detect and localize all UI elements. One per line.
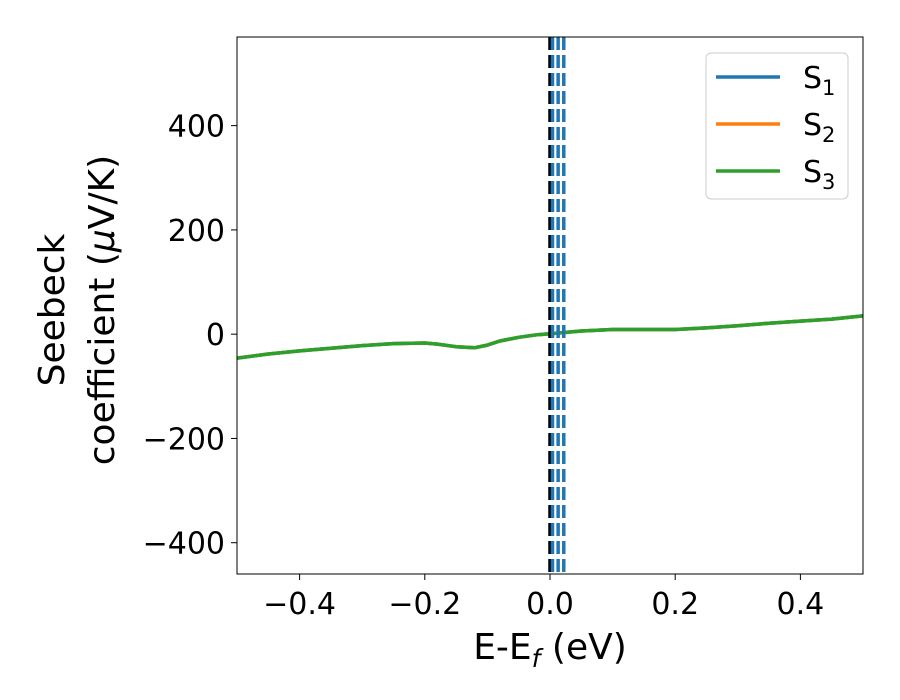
- x-tick-label: 0.4: [777, 587, 825, 622]
- y-tick-label: 400: [168, 110, 225, 145]
- y-tick-label: 200: [168, 214, 225, 249]
- y-axis-label-line2: coefficient (μV/K): [82, 155, 123, 465]
- y-axis-label-line1: Seebeck: [32, 233, 73, 386]
- x-tick-label: 0.2: [651, 587, 699, 622]
- x-tick-label: −0.2: [388, 587, 461, 622]
- x-tick-label: −0.4: [263, 587, 336, 622]
- x-axis-label-main: E-E: [473, 627, 531, 668]
- y-tick-label: 0: [206, 318, 225, 353]
- y-axis-label-mu: μ: [82, 229, 123, 253]
- y-tick-label: −400: [143, 527, 225, 562]
- y-axis-label-line2-pre: coefficient (: [82, 252, 123, 465]
- legend-box: [705, 52, 849, 200]
- legend-label-3: S3: [803, 155, 835, 194]
- legend-label-1: S1: [803, 61, 835, 100]
- legend: S1 S2 S3: [705, 52, 849, 200]
- x-tick-label: 0.0: [526, 587, 574, 622]
- legend-label-2: S2: [803, 108, 835, 147]
- x-axis-label: E-Ef (eV): [473, 627, 627, 673]
- y-axis-label-line2-post: V/K): [82, 155, 123, 229]
- y-tick-label: −200: [143, 422, 225, 457]
- series-line-3: [237, 314, 863, 360]
- x-axis-label-unit: (eV): [540, 627, 626, 668]
